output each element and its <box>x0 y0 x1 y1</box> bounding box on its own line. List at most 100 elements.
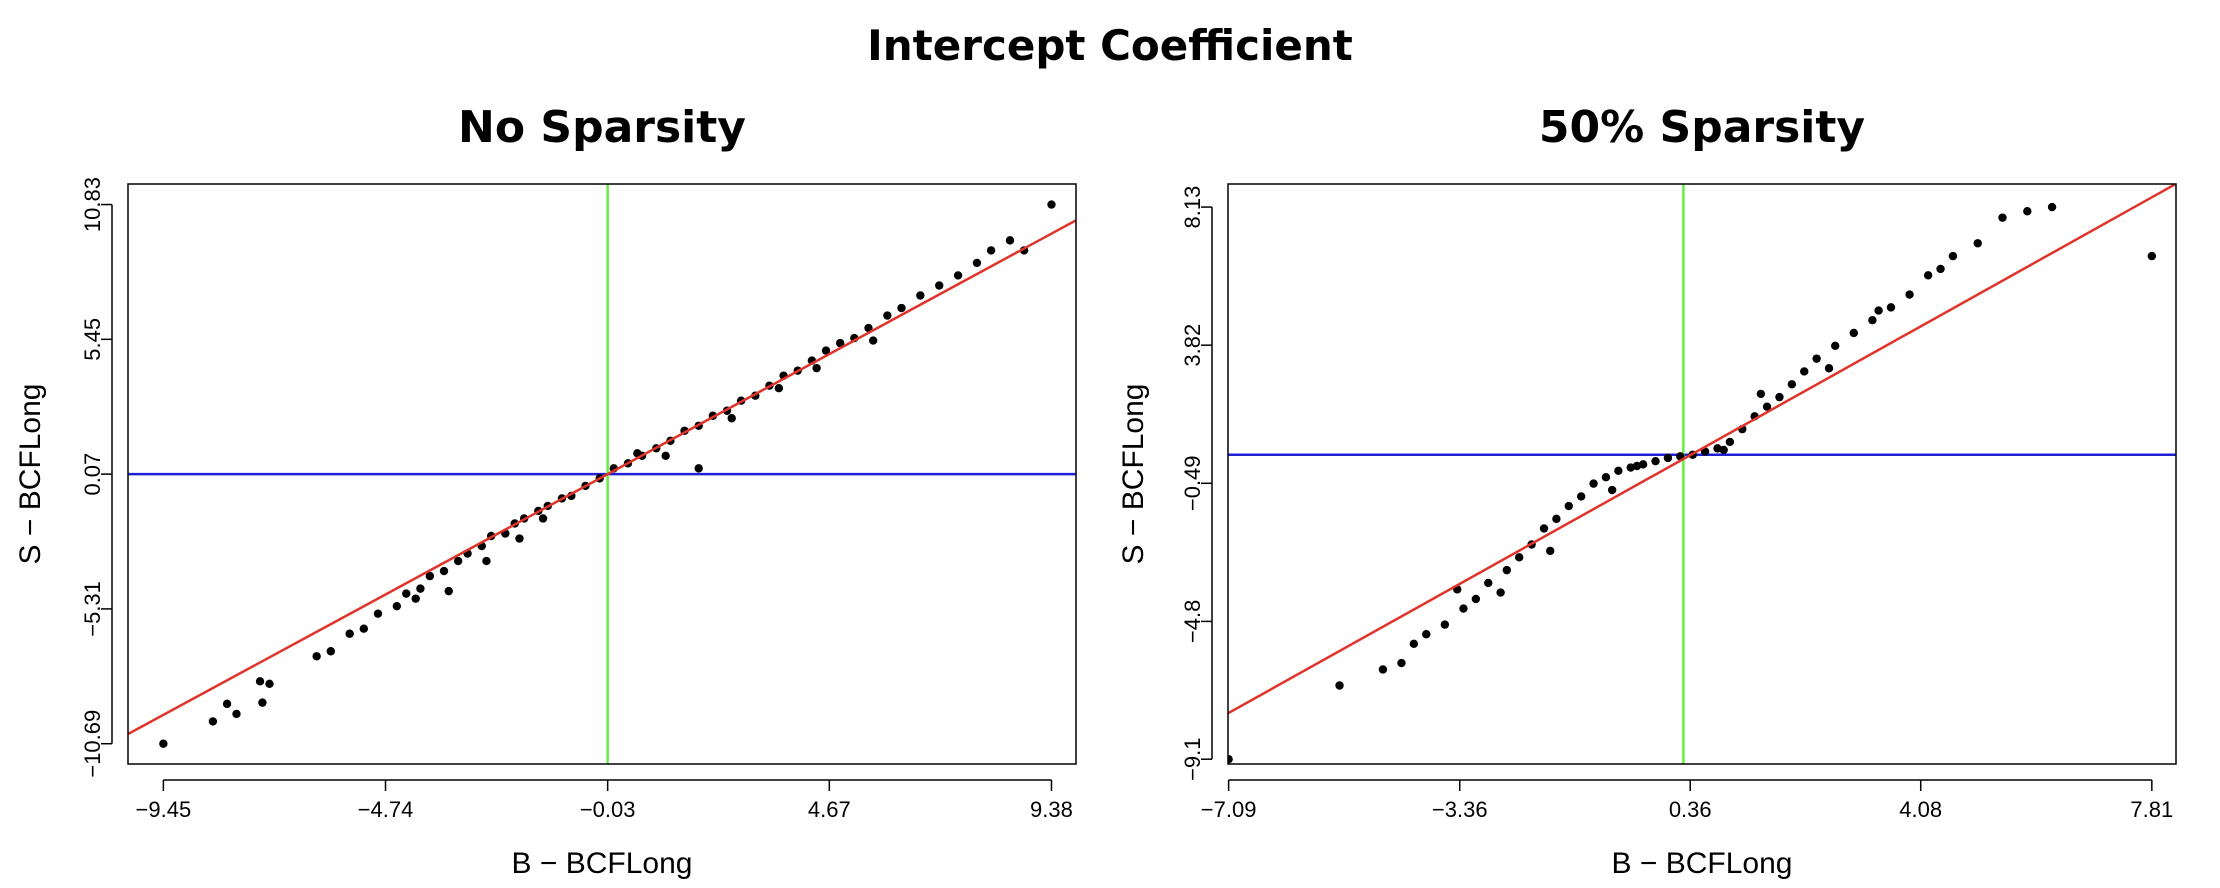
chart-1-point-8 <box>1471 594 1481 604</box>
chart-0-point-69 <box>515 534 524 543</box>
chart-0-point-8 <box>326 647 336 656</box>
chart-1-point-40 <box>1905 290 1914 299</box>
chart-1-point-32 <box>1775 392 1784 402</box>
chart-1-point-17 <box>1589 479 1598 488</box>
chart-0-point-46 <box>835 338 845 348</box>
chart-0-point-49 <box>883 311 892 320</box>
chart-1-point-33 <box>1787 380 1797 389</box>
chart-1-point-6 <box>1440 620 1450 629</box>
chart-1-point-4 <box>1409 639 1419 649</box>
chart-0-y-axis-label: S − BCFLong <box>14 384 47 565</box>
chart-1-point-0 <box>1228 754 1233 764</box>
chart-1-y-tick-label-1: −4.8 <box>1180 600 1205 643</box>
chart-0-point-9 <box>345 629 354 638</box>
chart-1-point-3 <box>1397 658 1406 668</box>
chart-0-plot-area <box>128 184 1076 764</box>
chart-0-x-tick-label-2: −0.03 <box>580 797 636 822</box>
chart-1-point-15 <box>1564 501 1573 511</box>
chart-1-point-11 <box>1515 553 1524 562</box>
chart-1-point-41 <box>1923 271 1933 280</box>
chart-1-point-44 <box>1998 213 2007 222</box>
chart-0-point-5 <box>265 679 274 689</box>
chart-0-point-52 <box>935 281 944 290</box>
chart-0-point-67 <box>868 336 878 345</box>
chart-1-x-tick-label-3: 4.08 <box>1899 797 1942 822</box>
chart-1-point-55 <box>1496 588 1505 597</box>
chart-1-point-22 <box>1651 456 1660 466</box>
chart-0-point-3 <box>232 709 241 719</box>
chart-0-point-54 <box>972 258 982 268</box>
chart-0-x-axis-label: B − BCFLong <box>512 847 693 880</box>
chart-1-point-5 <box>1422 630 1431 639</box>
figure-title: Intercept Coefficient <box>867 21 1353 70</box>
chart-0-point-15 <box>425 571 435 581</box>
chart-1-y-axis-label: S − BCFLong <box>1117 384 1150 565</box>
chart-1-fit-line <box>1228 184 2176 715</box>
chart-1-point-23 <box>1663 453 1673 463</box>
chart-1-point-45 <box>2023 207 2032 216</box>
chart-0-x-tick-label-4: 9.38 <box>1030 797 1073 822</box>
chart-1-point-51 <box>1756 389 1766 399</box>
chart-0-point-6 <box>258 698 267 707</box>
chart-1-point-28 <box>1725 437 1735 447</box>
chart-0-point-56 <box>1005 236 1015 245</box>
chart-1-point-14 <box>1552 514 1561 524</box>
chart-1-y-tick-label-3: 3.82 <box>1180 324 1205 367</box>
chart-0-y-tick-label-2: 0.07 <box>80 453 105 496</box>
chart-1-point-47 <box>2147 251 2157 261</box>
chart-1-point-49 <box>1545 546 1555 556</box>
chart-1-point-1 <box>1335 681 1344 690</box>
chart-0-point-7 <box>312 652 321 661</box>
chart-0-fit-line <box>128 219 1076 736</box>
chart-1-point-56 <box>1632 461 1642 471</box>
chart-1-frame <box>1227 183 2177 765</box>
chart-0-point-11 <box>373 609 383 618</box>
chart-0-point-63 <box>633 449 642 458</box>
chart-1-point-16 <box>1576 492 1586 501</box>
chart-0-point-1 <box>208 717 218 726</box>
chart-0-y-tick-label-0: −10.69 <box>80 710 105 778</box>
chart-1-point-10 <box>1502 565 1512 575</box>
chart-0-point-59 <box>694 464 703 473</box>
chart-1-point-26 <box>1700 447 1710 456</box>
chart-0-point-66 <box>812 363 821 373</box>
chart-1-point-31 <box>1762 402 1772 411</box>
chart-0-point-70 <box>661 451 670 461</box>
chart-1-point-52 <box>1824 364 1834 373</box>
chart-0-y-tick-label-3: 5.45 <box>80 318 105 361</box>
panel-no-sparsity: No Sparsity −9.45 −4.74 −0.03 4.67 9.38 B − BC… <box>14 102 1077 880</box>
chart-0-point-4 <box>255 677 265 686</box>
chart-0-point-17 <box>453 556 463 566</box>
chart-1-x-tick-label-2: 0.36 <box>1669 797 1712 822</box>
chart-1-point-39 <box>1886 303 1896 312</box>
chart-1-point-43 <box>1973 239 1982 248</box>
chart-0-title: No Sparsity <box>458 102 746 153</box>
chart-0-point-0 <box>159 739 168 748</box>
chart-1-point-38 <box>1868 315 1877 325</box>
chart-1-point-34 <box>1800 367 1809 376</box>
chart-1-point-36 <box>1831 341 1840 351</box>
chart-1-point-13 <box>1539 524 1549 533</box>
chart-1-y-tick-label-2: −0.49 <box>1180 455 1205 511</box>
chart-0-y-tick-label-1: −5.31 <box>80 581 105 637</box>
chart-1-y-tick-label-0: −9.1 <box>1180 737 1205 780</box>
chart-0-point-14 <box>416 584 425 593</box>
chart-1-y-tick-label-4: 8.13 <box>1180 186 1205 229</box>
chart-1-x-axis-label: B − BCFLong <box>1612 847 1793 880</box>
chart-0-point-2 <box>222 699 232 709</box>
chart-0-point-16 <box>439 566 449 576</box>
chart-1-title: 50% Sparsity <box>1539 102 1865 153</box>
chart-0-point-13 <box>402 589 411 598</box>
chart-0-point-45 <box>821 346 831 355</box>
chart-0-point-12 <box>392 601 402 611</box>
chart-0-x-tick-label-1: −4.74 <box>358 797 414 822</box>
chart-1-point-57 <box>1719 445 1728 455</box>
chart-0-point-60 <box>444 586 453 596</box>
chart-1-point-42 <box>1948 251 1958 261</box>
chart-1-x-tick-label-0: −7.09 <box>1201 797 1257 822</box>
chart-0-frame <box>127 183 1077 765</box>
chart-0-point-58 <box>1047 200 1056 209</box>
chart-1-point-53 <box>1874 306 1883 315</box>
chart-1-x-tick-label-4: 7.81 <box>2130 797 2173 822</box>
chart-0-point-48 <box>864 323 873 333</box>
